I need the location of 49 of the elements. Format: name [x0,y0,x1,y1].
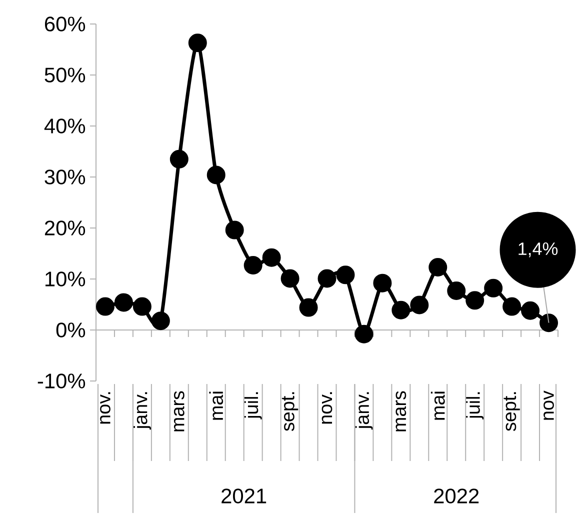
x-tick-label: sept. [282,392,298,432]
point [151,312,170,330]
x-tick-label: mai [209,392,224,420]
point [540,314,558,332]
point [114,293,133,312]
y-tick-label: 10% [46,272,86,286]
text: 2022 [434,488,479,504]
x-tick-label: mars [174,391,184,432]
y-tick-label: 60% [44,16,86,32]
point [96,297,114,316]
x-tick-label: janv. [133,392,152,430]
y-tick-label: -10% [38,374,86,388]
point [466,291,484,310]
point [244,256,262,274]
point [336,266,355,284]
point [318,269,336,288]
x-tick-label: nov [544,390,554,420]
y-tick-label: 20% [44,220,86,236]
point [484,278,503,298]
point [447,281,466,300]
point [392,300,410,320]
point [206,166,226,184]
point [280,269,300,288]
y-tick-label: 0% [56,322,86,338]
point [410,296,429,314]
point [132,297,152,316]
x-tick-label: nov. [322,392,332,424]
x-tick-label: mai [430,392,445,420]
x-tick-label: sept. [504,392,520,432]
point [170,150,188,168]
point [225,220,244,240]
x-tick-label: janv. [355,392,373,430]
point [354,324,374,344]
x-tick-label: nov. [100,392,110,424]
point [502,297,522,316]
point [521,301,540,320]
x-tick-label: juil. [466,392,484,420]
x-tick-label: juil. [244,392,262,420]
x-tick-label: mars [396,391,406,432]
y-tick-label: 50% [44,68,86,82]
point [262,248,281,267]
point [188,34,207,52]
y-tick-label: 40% [44,118,86,134]
annotation: 1,4% [518,242,558,258]
point [299,298,318,317]
y-tick-label: 30% [44,170,86,184]
point [428,258,448,277]
point [373,274,392,292]
text: 2021 [222,488,266,504]
